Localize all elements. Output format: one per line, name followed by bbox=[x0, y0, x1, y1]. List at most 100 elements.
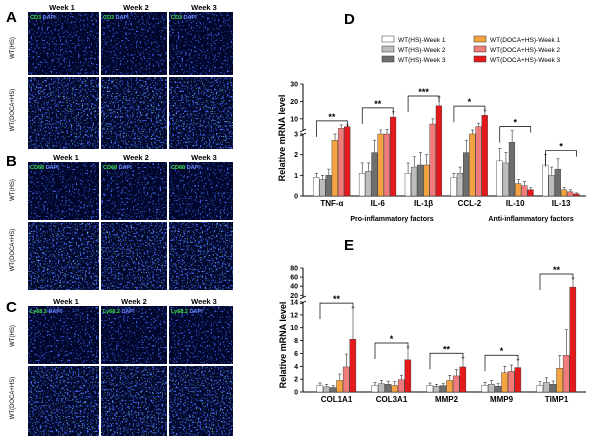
bar bbox=[481, 385, 489, 393]
chart-panel-d: D Relative mRNA level WT(HS)-Week 1WT(HS… bbox=[277, 11, 586, 223]
y-tick-label: 6 bbox=[294, 351, 298, 358]
week-header-1: Week 1 bbox=[49, 3, 75, 12]
legend-label: WT(HS)-Week 2 bbox=[398, 47, 446, 54]
y-tick-label: 30 bbox=[290, 82, 298, 89]
dapi-label: DAPI bbox=[189, 309, 203, 315]
bar bbox=[325, 175, 332, 197]
bar bbox=[536, 385, 544, 393]
micrograph bbox=[28, 162, 99, 220]
row-label-hs: WT(HS) bbox=[10, 325, 16, 347]
y-tick-label: 0 bbox=[294, 194, 298, 201]
legend-label: WT(HS)-Week 3 bbox=[398, 57, 446, 64]
stain-label: CD68 DAPI bbox=[30, 165, 59, 171]
bar bbox=[423, 164, 430, 197]
panel-letter-a: A bbox=[6, 9, 17, 26]
bar bbox=[556, 368, 563, 393]
bar bbox=[549, 384, 557, 393]
legend: WT(HS)-Week 1 WT(HS)-Week 2 WT(HS)-Week 3 W… bbox=[381, 35, 561, 64]
d-ylabel: Relative mRNA level bbox=[277, 95, 287, 182]
significance-label: ** bbox=[328, 112, 336, 122]
micrograph bbox=[101, 77, 167, 149]
legend-label: WT(DOCA+HS)-Week 2 bbox=[490, 47, 561, 54]
dapi-label: DAPI bbox=[43, 15, 57, 21]
bar bbox=[475, 126, 482, 197]
y-tick-label: 80 bbox=[290, 266, 298, 273]
legend-label: WT(HS)-Week 1 bbox=[398, 37, 446, 44]
legend-swatch bbox=[473, 55, 487, 63]
bar bbox=[450, 177, 457, 197]
bar bbox=[439, 385, 447, 393]
x-tick-label: COL3A1 bbox=[376, 395, 408, 404]
bar bbox=[417, 164, 424, 197]
bar bbox=[426, 385, 434, 393]
x-tick-label: TNF-α bbox=[320, 199, 343, 208]
bar bbox=[481, 115, 488, 197]
row-label-doca: WT(DOCA+HS) bbox=[10, 89, 16, 132]
significance-label: ** bbox=[333, 294, 341, 304]
bar bbox=[508, 142, 516, 197]
row-label-hs: WT(HS) bbox=[10, 179, 16, 201]
micrograph bbox=[169, 162, 233, 220]
significance-label: * bbox=[390, 334, 394, 344]
legend-swatch bbox=[381, 55, 395, 63]
y-tick-label: 60 bbox=[290, 275, 298, 282]
bar bbox=[329, 387, 337, 393]
bar bbox=[554, 168, 561, 197]
x-tick-label: IL-13 bbox=[552, 199, 571, 208]
week-header-3: Week 3 bbox=[191, 297, 217, 306]
stain-name: CD68 bbox=[103, 165, 119, 171]
significance-label: * bbox=[500, 346, 504, 356]
bar bbox=[469, 133, 476, 197]
bar bbox=[404, 173, 411, 197]
legend-swatch bbox=[381, 45, 395, 53]
bar bbox=[543, 382, 550, 393]
bar bbox=[397, 379, 405, 393]
x-tick-label: CCL-2 bbox=[458, 199, 482, 208]
y-tick-label: 2 bbox=[294, 152, 298, 159]
bar bbox=[569, 286, 577, 393]
x-tick-label: IL-6 bbox=[371, 199, 386, 208]
bar bbox=[514, 367, 522, 393]
stain-label: CD3 DAPI bbox=[171, 15, 197, 21]
significance-label: * bbox=[559, 142, 563, 152]
e-ylabel: Relative mRNA level bbox=[278, 302, 288, 389]
week-header-1: Week 1 bbox=[53, 153, 79, 162]
significance-bracket bbox=[407, 95, 440, 112]
micrograph bbox=[101, 366, 167, 436]
significance-label: ** bbox=[443, 344, 451, 354]
bar bbox=[371, 152, 378, 197]
axis-break bbox=[299, 128, 307, 133]
stain-name: CD3 bbox=[103, 15, 116, 21]
bar bbox=[323, 386, 330, 393]
bar bbox=[527, 189, 534, 197]
significance-bracket bbox=[484, 354, 519, 372]
stain-label: CD68 DAPI bbox=[103, 165, 132, 171]
x-tick-label: IL-10 bbox=[506, 199, 525, 208]
panel-letter-e: E bbox=[344, 237, 354, 254]
micrograph bbox=[169, 306, 233, 364]
stain-name: Ly68.2 bbox=[171, 309, 189, 315]
bar bbox=[446, 380, 453, 393]
row-label-doca: WT(DOCA+HS) bbox=[10, 229, 16, 272]
bar bbox=[567, 191, 574, 197]
y-tick-label: 4 bbox=[294, 364, 298, 371]
bar bbox=[377, 133, 384, 197]
bar bbox=[502, 162, 509, 197]
bar bbox=[319, 179, 326, 197]
panel-letter-d: D bbox=[344, 11, 355, 28]
week-header-2: Week 2 bbox=[123, 3, 149, 12]
week-header-2: Week 2 bbox=[123, 153, 149, 162]
legend-label: WT(DOCA+HS)-Week 1 bbox=[490, 37, 561, 44]
micrograph bbox=[101, 162, 167, 220]
y-tick-label: 1 bbox=[294, 173, 298, 180]
bar bbox=[463, 152, 470, 197]
bar bbox=[349, 339, 357, 393]
significance-label: * bbox=[513, 118, 517, 128]
micrograph bbox=[28, 222, 99, 290]
micrograph bbox=[28, 306, 99, 364]
bar bbox=[389, 116, 397, 197]
axis-break bbox=[299, 295, 307, 300]
bar bbox=[404, 359, 412, 393]
